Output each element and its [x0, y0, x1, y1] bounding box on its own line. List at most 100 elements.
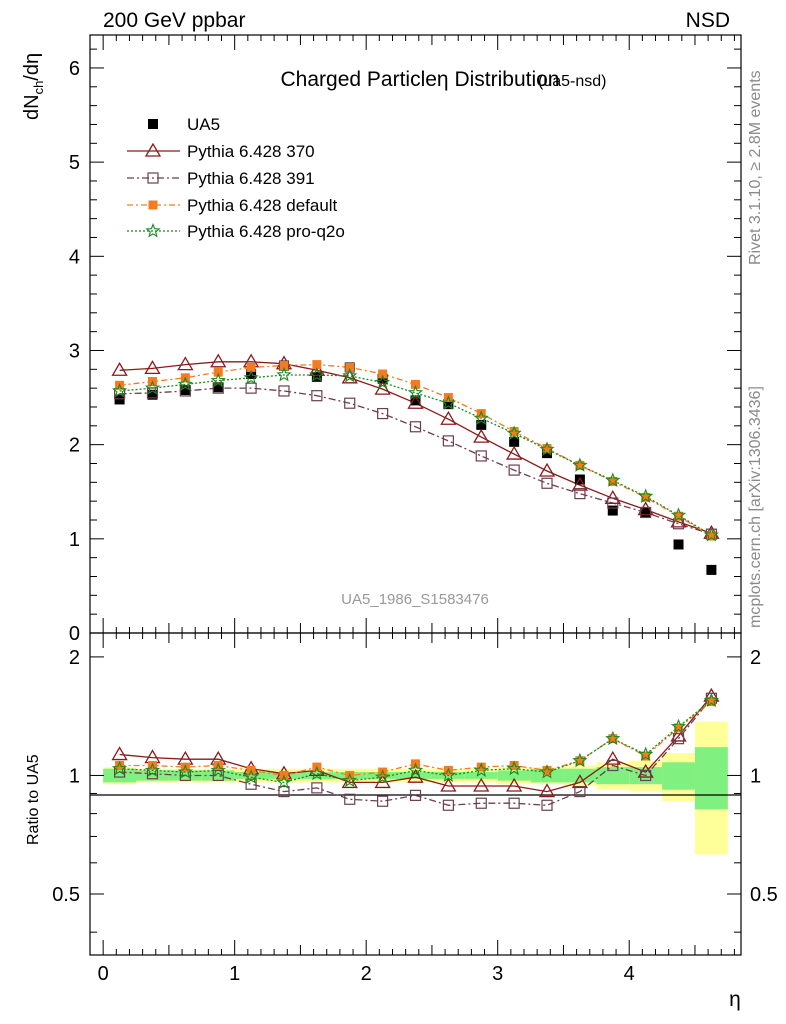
ratio-ytick-label-right: 2: [750, 647, 761, 669]
title-rest: Distribution: [449, 68, 560, 91]
ratio-point-pdef-14: [575, 756, 585, 766]
ratio-point-p391-13: [541, 799, 553, 811]
point-pq2o-12: [506, 425, 522, 440]
main-ylabel: dNch/dη: [21, 53, 46, 120]
ratio-point-p391-9: [409, 789, 422, 801]
point-p391-8: [377, 407, 389, 420]
ratio-ytick-label-left: 1: [69, 765, 80, 787]
point-pdef-13: [542, 443, 552, 453]
ratio-point-pdef-18: [706, 697, 716, 707]
ratio-point-pq2o-5: [276, 774, 292, 789]
ratio-point-pdef-17: [674, 723, 684, 733]
point-data-11: [476, 419, 487, 430]
point-p370-15: [604, 490, 621, 504]
point-p391-2: [179, 385, 191, 397]
legend-label-pdef: Pythia 6.428 default: [187, 196, 338, 215]
point-data-13: [542, 448, 553, 459]
ratio-xtick-label: 1: [229, 963, 240, 985]
legend-marker-pdef: [148, 200, 158, 210]
point-p370-3: [210, 353, 227, 368]
ratio-point-p391-11: [475, 797, 487, 809]
ratio-point-p391-10: [442, 799, 454, 811]
ylabel-sub: ch: [31, 81, 46, 95]
ratio-point-pq2o-14: [572, 752, 588, 768]
ratio-point-p370-10: [440, 777, 457, 792]
x-axis-label: η: [729, 988, 741, 1011]
point-data-14: [574, 474, 585, 485]
legend-label-p391: Pythia 6.428 391: [187, 169, 315, 188]
point-data-4: [246, 369, 257, 380]
ratio-point-p370-11: [473, 777, 490, 792]
point-p391-4: [245, 382, 257, 394]
ratio-ticks-layer: 0.5 0.5 1 1 2 2 0 1 2 3 4: [52, 633, 778, 985]
point-data-3: [213, 382, 224, 393]
point-p370-12: [506, 445, 523, 460]
ratio-point-pq2o-0: [111, 760, 128, 776]
band-inner-12: [497, 770, 531, 781]
point-p391-1: [146, 387, 159, 399]
legend-marker-pq2o: [145, 222, 161, 238]
ratio-point-p391-15: [607, 759, 619, 772]
legend-marker-data: [148, 119, 158, 129]
ratio-point-pdef-1: [147, 760, 157, 770]
point-data-2: [180, 385, 191, 396]
point-data-17: [673, 539, 684, 550]
point-pdef-3: [213, 367, 223, 377]
main-ytick-label: 1: [69, 529, 80, 551]
ylabel-base: dN: [21, 94, 43, 120]
point-pq2o-18: [703, 527, 720, 542]
ratio-point-p370-17: [670, 727, 687, 742]
band-inner-11: [464, 772, 498, 779]
point-pq2o-5: [276, 366, 292, 382]
ratio-xtick-label: 3: [492, 963, 503, 985]
main-panel: 0 1 2 3 4 5 6 Charged Particleη Distribution (…: [21, 34, 742, 645]
band-inner-9: [399, 772, 432, 779]
ratio-point-p391-7: [344, 793, 356, 805]
series-line-p391: [119, 387, 712, 535]
point-p391-12: [508, 464, 520, 476]
point-data-12: [509, 436, 520, 447]
ratio-point-pdef-13: [542, 765, 552, 775]
main-marks-layer: [111, 353, 720, 575]
ratio-ytick-label-left: 0.5: [52, 884, 80, 906]
point-pq2o-8: [374, 374, 391, 390]
ratio-point-p391-4: [245, 778, 257, 790]
ratio-point-p370-16: [637, 763, 654, 778]
band-inner-17: [662, 762, 695, 790]
ratio-line-p391: [119, 697, 712, 806]
point-p370-13: [538, 462, 556, 477]
ratio-point-pq2o-9: [407, 762, 424, 777]
band-inner-13: [530, 768, 564, 783]
ratio-point-pq2o-16: [638, 746, 654, 762]
point-data-9: [410, 395, 421, 406]
point-p391-11: [475, 450, 487, 462]
title-main: Charged Particle: [281, 68, 437, 91]
legend-label-data: UA5: [187, 115, 220, 134]
ratio-line-p370: [119, 695, 712, 793]
main-ytick-label: 2: [69, 435, 80, 457]
ratio-xtick-label: 0: [98, 963, 109, 985]
band-inner-4: [234, 772, 268, 779]
ratio-ylabel: Ratio to UA5: [25, 754, 42, 845]
point-p391-5: [278, 385, 290, 397]
legend: UA5 Pythia 6.428 370 Pythia 6.428 391 Pythi…: [127, 115, 345, 241]
point-pq2o-6: [309, 366, 325, 382]
header-right: NSD: [686, 9, 730, 32]
point-pq2o-14: [572, 457, 588, 472]
point-pdef-8: [378, 369, 388, 379]
ratio-xtick-label: 4: [624, 963, 635, 985]
point-p370-16: [637, 501, 654, 516]
ratio-point-pq2o-13: [539, 764, 555, 779]
point-p370-9: [407, 394, 424, 409]
rivet-label: Rivet 3.1.10, ≥ 2.8M events: [747, 70, 764, 265]
point-data-18: [706, 564, 717, 575]
ratio-point-pq2o-17: [670, 718, 687, 734]
legend-label-pq2o: Pythia 6.428 pro-q2o: [187, 222, 345, 241]
band-inner-0: [103, 768, 137, 783]
ratio-point-p370-0: [111, 746, 128, 761]
ratio-point-pq2o-2: [177, 764, 193, 779]
legend-label-p370: Pythia 6.428 370: [187, 142, 315, 161]
point-p370-2: [177, 356, 194, 371]
series-line-pdef: [119, 363, 712, 537]
